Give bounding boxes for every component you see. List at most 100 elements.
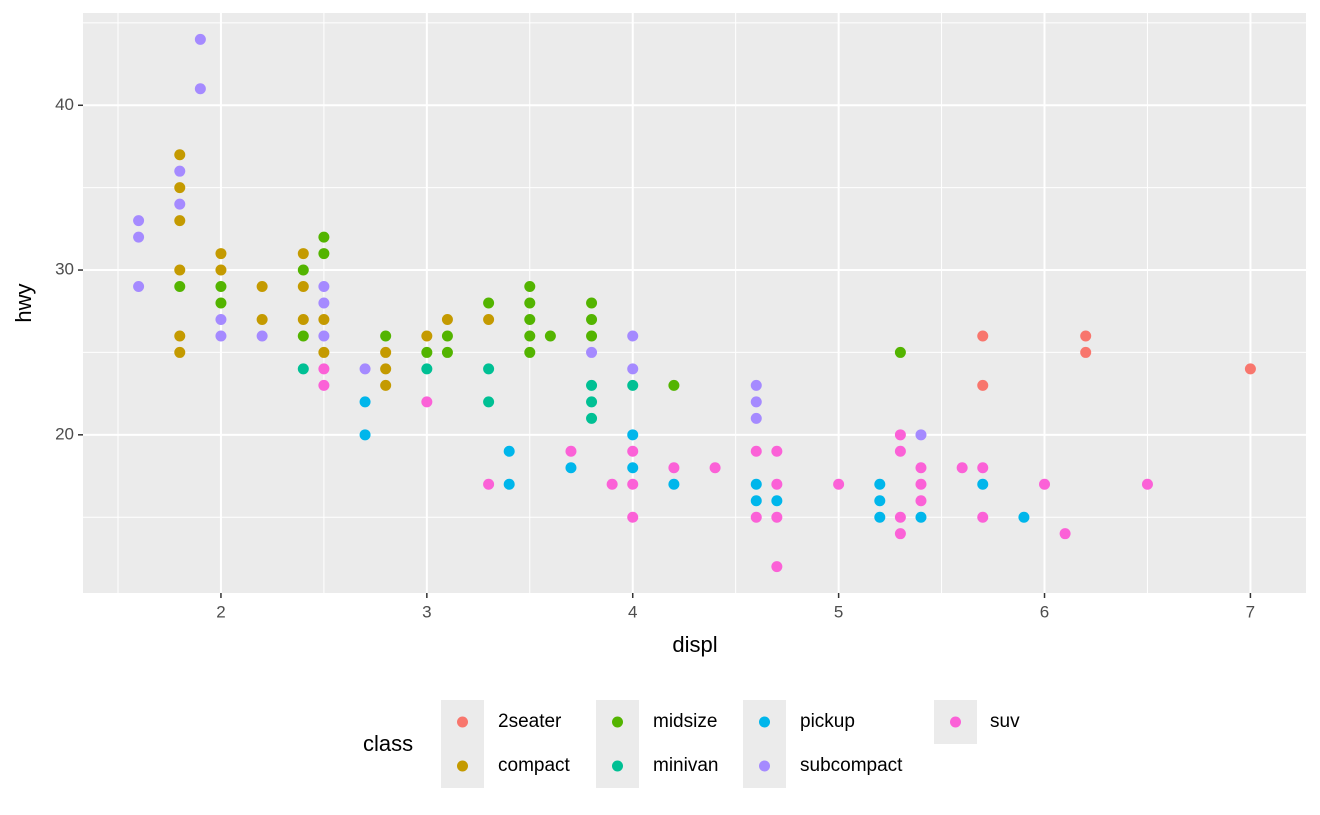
- point: [750, 511, 762, 523]
- point: [750, 379, 762, 391]
- y-axis-title: hwy: [11, 283, 36, 322]
- point: [627, 330, 639, 342]
- point: [750, 396, 762, 408]
- point: [627, 429, 639, 441]
- point: [771, 561, 783, 573]
- point: [380, 346, 392, 358]
- point: [441, 346, 453, 358]
- point: [1141, 478, 1153, 490]
- point: [627, 511, 639, 523]
- point: [915, 478, 927, 490]
- point: [297, 248, 309, 260]
- point: [174, 182, 186, 194]
- legend-swatch: [457, 760, 468, 772]
- x-tick-label: 6: [1040, 602, 1049, 621]
- y-tick-label: 30: [55, 260, 74, 279]
- point: [668, 462, 680, 474]
- point: [318, 363, 330, 375]
- point: [174, 198, 186, 210]
- point: [977, 379, 989, 391]
- grid: [83, 13, 1306, 593]
- point: [359, 429, 371, 441]
- point: [874, 511, 886, 523]
- legend-swatch: [457, 716, 468, 728]
- point: [215, 330, 227, 342]
- point: [627, 379, 639, 391]
- point: [380, 363, 392, 375]
- point: [771, 495, 783, 507]
- point: [380, 330, 392, 342]
- point: [750, 445, 762, 457]
- point: [544, 330, 556, 342]
- point: [318, 379, 330, 391]
- legend-swatch: [612, 760, 623, 772]
- point: [956, 462, 968, 474]
- point: [586, 346, 598, 358]
- point: [833, 478, 845, 490]
- point: [215, 297, 227, 309]
- panel: [83, 13, 1306, 593]
- point: [915, 429, 927, 441]
- point: [174, 165, 186, 177]
- x-tick-label: 3: [422, 602, 431, 621]
- point: [874, 478, 886, 490]
- y-tick-label: 40: [55, 95, 74, 114]
- point: [771, 445, 783, 457]
- point: [133, 231, 145, 243]
- legend-swatch: [950, 716, 961, 728]
- point: [977, 478, 989, 490]
- point: [586, 297, 598, 309]
- point: [750, 478, 762, 490]
- point: [215, 313, 227, 325]
- point: [318, 231, 330, 243]
- point: [380, 379, 392, 391]
- legend-swatch: [759, 716, 770, 728]
- legend-swatch: [612, 716, 623, 728]
- point: [483, 297, 495, 309]
- point: [297, 363, 309, 375]
- point: [627, 363, 639, 375]
- point: [318, 281, 330, 293]
- legend-label: subcompact: [800, 755, 903, 776]
- point: [586, 330, 598, 342]
- legend-label: pickup: [800, 711, 855, 732]
- point: [627, 462, 639, 474]
- point: [524, 297, 536, 309]
- point: [421, 363, 433, 375]
- point: [441, 330, 453, 342]
- legend: 2seater compact midsize minivan pickup subcom…: [441, 700, 1020, 788]
- point: [586, 412, 598, 424]
- point: [297, 281, 309, 293]
- point: [668, 478, 680, 490]
- point: [503, 478, 515, 490]
- legend-swatch: [759, 760, 770, 772]
- point: [297, 264, 309, 276]
- point: [1244, 363, 1256, 375]
- point: [524, 346, 536, 358]
- point: [194, 83, 206, 95]
- point: [894, 511, 906, 523]
- point: [256, 313, 268, 325]
- point: [318, 330, 330, 342]
- point: [256, 330, 268, 342]
- point: [771, 478, 783, 490]
- point: [915, 495, 927, 507]
- point: [174, 264, 186, 276]
- x-axis-title: displ: [672, 632, 717, 657]
- points: [133, 33, 1256, 573]
- point: [421, 346, 433, 358]
- y-tick-label: 20: [55, 424, 74, 443]
- point: [483, 363, 495, 375]
- point: [586, 379, 598, 391]
- point: [133, 281, 145, 293]
- point: [606, 478, 618, 490]
- point: [915, 462, 927, 474]
- point: [894, 429, 906, 441]
- point: [215, 264, 227, 276]
- point: [524, 281, 536, 293]
- legend-label: minivan: [653, 755, 718, 776]
- point: [874, 495, 886, 507]
- point: [750, 495, 762, 507]
- point: [318, 297, 330, 309]
- point: [977, 330, 989, 342]
